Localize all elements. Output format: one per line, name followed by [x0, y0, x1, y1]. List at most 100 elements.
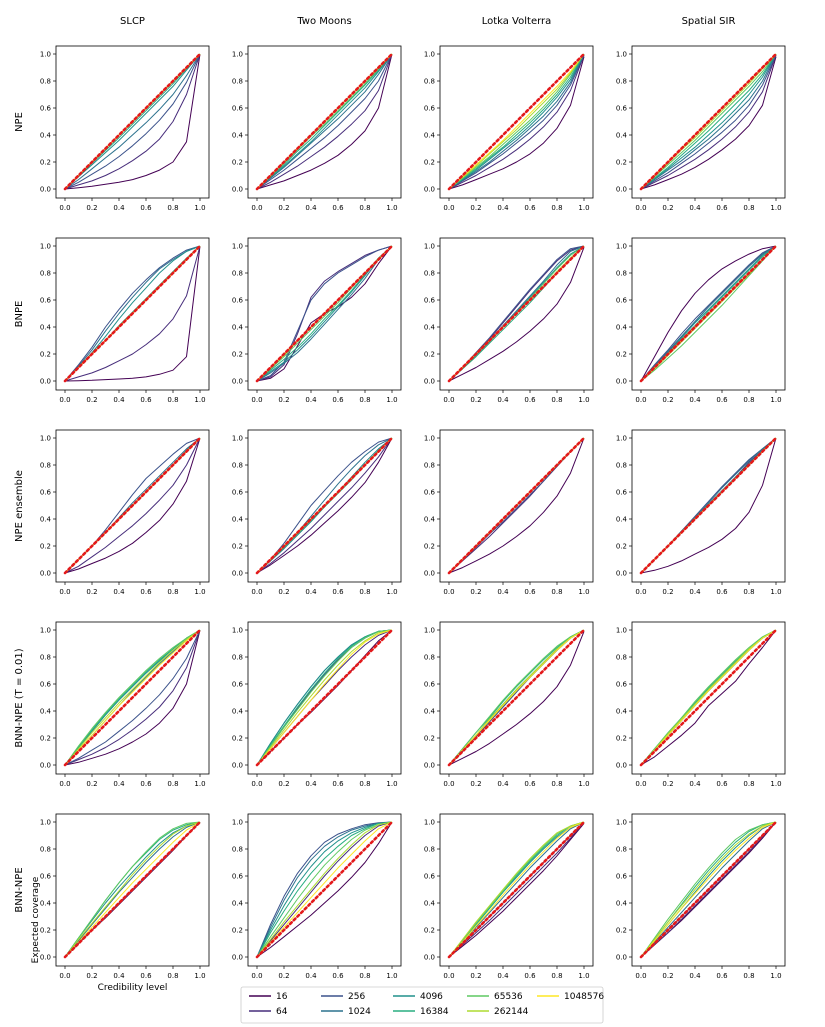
- series-line-1024: [640, 53, 777, 190]
- y-tick-label: 0.4: [424, 900, 436, 908]
- series-line-64: [256, 245, 393, 382]
- y-tick-label: 0.6: [616, 489, 628, 497]
- x-tick-label: 0.4: [497, 588, 509, 596]
- x-tick-label: 0.4: [305, 972, 317, 980]
- x-tick-label: 0.8: [551, 780, 562, 788]
- x-tick-label: 0.4: [689, 972, 701, 980]
- y-tick-label: 0.2: [424, 543, 435, 551]
- series-line-64: [64, 629, 201, 766]
- y-tick-label: 0.4: [232, 900, 244, 908]
- x-tick-label: 0.2: [662, 588, 673, 596]
- y-tick-label: 0.8: [424, 654, 435, 662]
- panel-frame: [55, 429, 210, 583]
- y-tick-label: 0.2: [616, 735, 627, 743]
- diagonal-reference-line: [447, 820, 586, 959]
- series-line-65536: [448, 629, 585, 766]
- y-tick-label: 0.0: [616, 762, 627, 770]
- x-tick-label: 0.2: [662, 396, 673, 404]
- y-tick-label: 0.6: [40, 489, 52, 497]
- series-line-16384: [448, 53, 585, 190]
- y-tick-label: 0.4: [424, 516, 436, 524]
- x-tick-label: 0.8: [167, 588, 178, 596]
- y-tick-label: 0.6: [424, 105, 436, 113]
- series-line-16: [256, 437, 393, 574]
- series-line-16384: [64, 629, 201, 766]
- y-tick-label: 0.4: [424, 708, 436, 716]
- x-tick-label: 0.0: [443, 780, 454, 788]
- panel-frame: [439, 45, 594, 199]
- y-tick-label: 0.2: [616, 543, 627, 551]
- y-tick-label: 0.4: [616, 516, 628, 524]
- panel-frame: [247, 813, 402, 967]
- y-tick-label: 1.0: [232, 819, 243, 827]
- x-tick-label: 0.2: [470, 588, 481, 596]
- x-tick-label: 0.4: [689, 204, 701, 212]
- panel-frame: [247, 237, 402, 391]
- panel-frame: [439, 813, 594, 967]
- x-tick-label: 0.2: [278, 396, 289, 404]
- diagonal-reference-line: [447, 244, 586, 383]
- x-tick-label: 0.2: [662, 972, 673, 980]
- x-tick-label: 1.0: [194, 780, 205, 788]
- series-line-1024: [64, 245, 201, 382]
- x-tick-label: 0.2: [470, 780, 481, 788]
- x-tick-label: 0.0: [59, 204, 70, 212]
- series-line-16: [256, 821, 393, 958]
- y-tick-label: 0.8: [40, 846, 51, 854]
- panel-frame: [55, 813, 210, 967]
- column-title: Two Moons: [296, 16, 351, 27]
- y-tick-label: 0.0: [616, 378, 627, 386]
- x-tick-label: 0.4: [305, 204, 317, 212]
- x-tick-label: 0.6: [716, 972, 728, 980]
- row-label: BNPE: [14, 301, 25, 328]
- y-tick-label: 1.0: [40, 435, 51, 443]
- x-tick-label: 0.2: [662, 780, 673, 788]
- x-tick-label: 0.4: [113, 972, 125, 980]
- panel-frame: [439, 621, 594, 775]
- panel-frame: [631, 429, 786, 583]
- y-tick-label: 1.0: [424, 51, 435, 59]
- y-tick-label: 0.6: [40, 873, 52, 881]
- series-line-1024: [640, 821, 777, 958]
- x-tick-label: 0.8: [743, 780, 754, 788]
- series-line-16384: [640, 53, 777, 190]
- series-line-1024: [640, 245, 777, 382]
- series-line-64: [448, 821, 585, 958]
- y-axis-label: Expected coverage: [31, 876, 41, 963]
- x-tick-label: 0.6: [332, 204, 344, 212]
- y-tick-label: 1.0: [616, 819, 627, 827]
- y-tick-label: 0.2: [40, 159, 51, 167]
- diagonal-reference-line: [447, 436, 586, 575]
- series-line-16: [640, 245, 777, 382]
- x-tick-label: 0.0: [251, 588, 262, 596]
- x-tick-label: 0.0: [251, 204, 262, 212]
- y-tick-label: 0.6: [40, 297, 52, 305]
- y-tick-label: 0.8: [40, 270, 51, 278]
- y-tick-label: 0.4: [232, 324, 244, 332]
- diagonal-reference-line: [639, 52, 778, 191]
- series-line-16: [64, 53, 201, 190]
- x-tick-label: 0.6: [716, 396, 728, 404]
- x-tick-label: 0.4: [497, 780, 509, 788]
- y-tick-label: 0.8: [40, 654, 51, 662]
- x-tick-label: 0.8: [551, 396, 562, 404]
- x-tick-label: 0.2: [470, 396, 481, 404]
- series-line-256: [64, 53, 201, 190]
- y-tick-label: 0.6: [40, 681, 52, 689]
- y-tick-label: 0.8: [616, 270, 627, 278]
- y-tick-label: 0.2: [616, 351, 627, 359]
- x-tick-label: 0.0: [635, 972, 646, 980]
- x-tick-label: 0.8: [167, 972, 178, 980]
- y-tick-label: 0.4: [40, 132, 52, 140]
- x-tick-label: 1.0: [194, 204, 205, 212]
- y-tick-label: 1.0: [232, 627, 243, 635]
- panel-frame: [247, 429, 402, 583]
- x-tick-label: 1.0: [386, 396, 397, 404]
- x-tick-label: 0.8: [359, 780, 370, 788]
- series-line-256: [64, 245, 201, 382]
- legend-label: 16: [276, 992, 288, 1002]
- x-tick-label: 0.6: [524, 588, 536, 596]
- diagonal-reference-line: [255, 436, 394, 575]
- panel-frame: [55, 45, 210, 199]
- legend-label: 1024: [348, 1007, 371, 1017]
